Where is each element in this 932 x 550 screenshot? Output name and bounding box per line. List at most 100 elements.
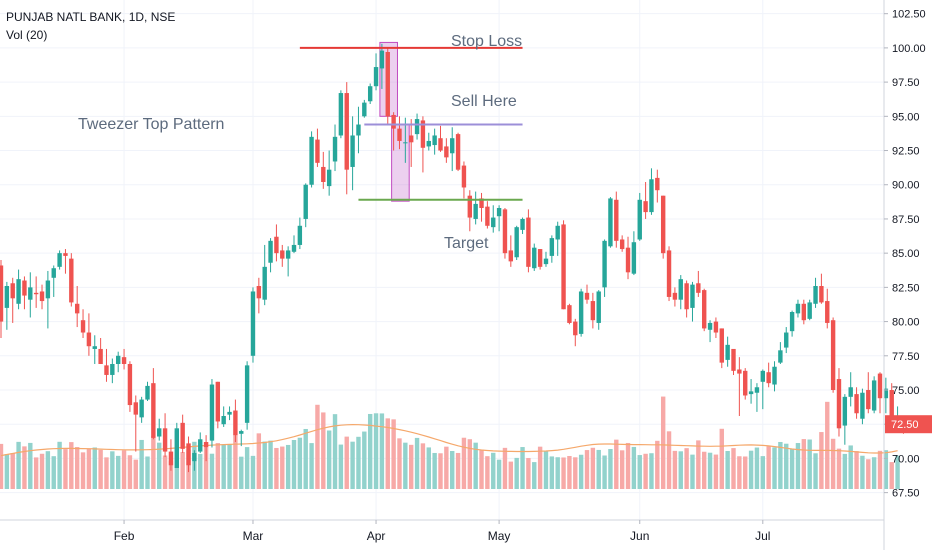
candle	[848, 372, 853, 407]
candle-body	[309, 136, 314, 185]
volume-bar	[127, 455, 133, 489]
candle	[795, 299, 801, 318]
candle	[22, 276, 27, 310]
candle	[772, 361, 777, 392]
candle-body	[227, 411, 232, 415]
candle-body	[33, 292, 39, 295]
candle	[157, 418, 162, 441]
volume-bar	[737, 456, 742, 489]
price-tick-label: 95.00	[892, 111, 920, 123]
candle	[397, 116, 402, 150]
candle-body	[590, 301, 596, 321]
price-tick-label: 100.00	[892, 43, 926, 55]
candle-body	[203, 442, 209, 448]
candle-body	[198, 439, 203, 452]
candle	[561, 220, 566, 310]
candle	[877, 372, 883, 414]
candle-body	[104, 365, 109, 375]
volume-bar	[397, 438, 402, 489]
volume-bar	[309, 443, 314, 489]
candle-body	[725, 344, 730, 360]
volume-bar	[16, 441, 21, 489]
candle-body	[825, 301, 830, 323]
volume-bar	[889, 462, 894, 489]
volume-bar	[45, 451, 51, 489]
time-tick-label: Mar	[243, 529, 264, 543]
volume-bar	[678, 451, 683, 489]
candle-body	[631, 242, 637, 274]
volume-bar	[725, 450, 730, 489]
grid-lines	[0, 0, 884, 520]
volume-bar	[637, 455, 642, 489]
candle	[813, 277, 818, 308]
volume-bar	[221, 445, 226, 489]
candle	[379, 43, 385, 89]
volume-bar	[80, 452, 86, 489]
volume-bar	[696, 440, 701, 489]
candle-body	[690, 284, 695, 308]
candle	[309, 131, 314, 188]
volume-bar	[57, 441, 62, 489]
candle	[438, 125, 443, 152]
candle-body	[760, 370, 765, 382]
candle-body	[151, 383, 156, 438]
candle-body	[748, 391, 754, 395]
volume-bar	[0, 443, 4, 489]
volume-bar	[420, 443, 426, 489]
candle-body	[16, 279, 21, 304]
volume-bar	[578, 454, 584, 489]
candle-body	[508, 250, 514, 262]
candle-body	[127, 364, 133, 406]
candle-body	[244, 365, 250, 423]
candle-body	[162, 428, 168, 452]
candle-body	[256, 286, 262, 299]
candle-body	[280, 250, 285, 259]
volume-bar	[754, 447, 760, 489]
candle	[602, 239, 607, 297]
candle-body	[121, 357, 127, 364]
price-tick-label: 102.50	[892, 9, 926, 21]
candle-body	[561, 224, 566, 310]
candle	[690, 281, 695, 322]
candle-body	[813, 286, 818, 304]
candle-body	[356, 124, 361, 136]
candle-body	[326, 169, 332, 187]
volume-bar	[367, 413, 373, 489]
volume-bar	[326, 430, 332, 489]
candle-body	[784, 332, 789, 348]
volume-bar	[871, 457, 877, 489]
volume-bar	[877, 450, 883, 489]
candle	[737, 357, 742, 416]
volume-bar	[198, 453, 203, 489]
candle-body	[174, 428, 179, 468]
volume-bar	[356, 436, 361, 489]
time-tick-label: Feb	[114, 529, 135, 543]
candle	[233, 399, 238, 442]
candle-body	[491, 217, 496, 228]
candle-body	[262, 266, 267, 300]
volume-bar	[596, 449, 601, 489]
candle-body	[713, 321, 719, 333]
candle	[713, 317, 719, 338]
volume-bar	[666, 431, 672, 489]
candle-body	[57, 253, 62, 267]
time-tick-label: May	[488, 529, 511, 543]
candle-body	[567, 305, 572, 323]
volume-bar	[239, 456, 244, 489]
volume-bar	[250, 455, 256, 489]
candle	[854, 387, 859, 419]
volume-bar	[262, 441, 267, 489]
candle-body	[526, 217, 531, 267]
candle-body	[666, 250, 672, 297]
volume-bar	[625, 442, 631, 489]
candle-body	[338, 93, 344, 136]
volume-indicator-label: Vol (20)	[6, 28, 48, 42]
candle	[543, 251, 549, 267]
volume-bar	[145, 456, 150, 489]
candle	[209, 379, 215, 448]
candle	[303, 183, 308, 228]
candle-body	[702, 290, 707, 329]
candle	[420, 116, 426, 173]
volume-bar	[719, 428, 724, 489]
